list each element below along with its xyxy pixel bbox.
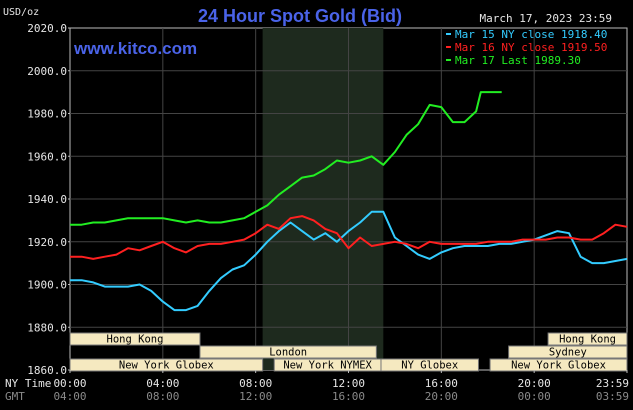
x-tick-label: 12:00 [239,390,272,403]
x-tick-label: 00:00 [53,377,86,390]
x-tick-label: 08:00 [239,377,272,390]
legend-swatch [446,33,451,35]
x-row-label: NY Time [5,377,51,390]
x-tick-label: 03:59 [596,390,629,403]
x-tick-label: 04:00 [146,377,179,390]
x-tick-label: 20:00 [518,377,551,390]
kitco-website: www.kitco.com [73,39,197,58]
x-row-label: GMT [5,390,25,403]
session-box [199,345,377,359]
session-label: Sydney [549,347,587,359]
session-box [508,345,628,359]
session-box [69,332,201,346]
session-box [547,332,628,346]
x-tick-label: 08:00 [146,390,179,403]
date-stamp: March 17, 2023 23:59 [480,12,612,25]
x-tick-label: 00:00 [518,390,551,403]
session-box [69,358,264,372]
session-label: NY Globex [401,360,458,372]
session-label: New York Globex [119,360,214,372]
series-line-3 [70,91,502,226]
y-tick-label: 1880.0 [27,321,67,334]
y-tick-label: 1960.0 [27,150,67,163]
legend-swatch [446,59,451,61]
x-tick-label: 23:59 [596,377,629,390]
legend-swatch [446,46,451,48]
session-label: Hong Kong [559,334,616,346]
x-tick-label: 12:00 [332,377,365,390]
x-tick-label: 20:00 [425,390,458,403]
legend-entry: Mar 17 Last 1989.30 [455,54,581,67]
session-label: London [269,347,307,359]
x-tick-label: 16:00 [332,390,365,403]
y-tick-label: 2000.0 [27,65,67,78]
x-tick-label: 16:00 [425,377,458,390]
y-tick-label: 1940.0 [27,193,67,206]
y-tick-label: 1900.0 [27,279,67,292]
session-label: Hong Kong [107,334,164,346]
series-line-2 [70,215,628,260]
x-tick-label: 04:00 [53,390,86,403]
series-lines [70,91,628,312]
unit-label: USD/oz [3,7,39,18]
grid-lines [70,28,627,370]
legend-entry: Mar 16 NY close 1919.50 [455,41,607,54]
legend-entry: Mar 15 NY close 1918.40 [455,28,607,41]
y-tick-label: 1860.0 [27,364,67,377]
y-tick-label: 1980.0 [27,108,67,121]
chart-title: 24 Hour Spot Gold (Bid) [198,6,402,26]
session-box [380,358,479,372]
session-label: New York NYMEX [283,360,372,372]
y-tick-label: 2020.0 [27,22,67,35]
session-box [489,358,628,372]
session-label: New York Globex [511,360,606,372]
y-tick-label: 1920.0 [27,236,67,249]
x-axis: NY Time 00:00 04:00 08:00 12:00 16:00 20:00 23:… [5,370,629,403]
y-axis-ticks: 2020.0 2000.0 1980.0 1960.0 1940.0 1920.0 1900… [27,22,70,377]
